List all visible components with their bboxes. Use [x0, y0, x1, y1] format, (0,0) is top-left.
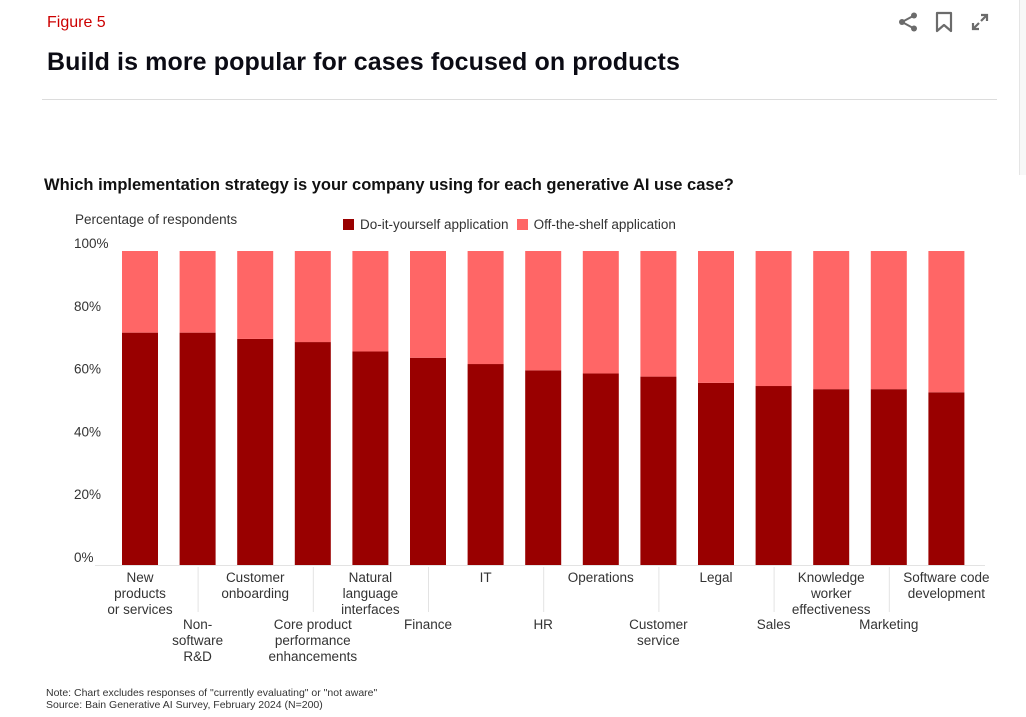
- legend-item-diy: Do-it-yourself application: [343, 217, 509, 232]
- x-category-label: Finance: [404, 617, 452, 632]
- x-category-label: Natural language interfaces: [341, 570, 400, 617]
- x-category-label: Legal: [699, 570, 732, 585]
- expand-icon: [971, 13, 989, 31]
- bar-segment-off-the-shelf: [755, 251, 792, 387]
- bar-segment-diy: [582, 373, 619, 565]
- x-category-label: Software code development: [903, 570, 989, 601]
- bar-segment-off-the-shelf: [179, 251, 216, 333]
- bar-segment-off-the-shelf: [410, 251, 446, 358]
- bar-segment-off-the-shelf: [467, 251, 504, 365]
- x-category-label: Knowledge worker effectiveness: [792, 570, 871, 617]
- x-category-label: Customer service: [629, 617, 688, 648]
- bar-segment-diy: [813, 389, 850, 565]
- bar-segment-diy: [928, 392, 965, 565]
- y-tick-label: 100%: [74, 236, 109, 251]
- bar-segment-diy: [237, 338, 274, 565]
- bar-segment-off-the-shelf: [352, 251, 389, 352]
- bar-segment-diy: [467, 364, 504, 565]
- x-category-label: IT: [480, 570, 492, 585]
- bar-segment-diy: [870, 389, 907, 565]
- y-axis-label: Percentage of respondents: [75, 212, 238, 227]
- bar-segment-off-the-shelf: [698, 251, 734, 383]
- bar-segment-diy: [525, 370, 562, 565]
- chart-note: Note: Chart excludes responses of "curre…: [46, 687, 378, 699]
- bar-segment-diy: [122, 332, 158, 565]
- x-category-label: HR: [533, 617, 553, 632]
- expand-button[interactable]: [968, 10, 992, 34]
- bookmark-icon: [935, 11, 953, 33]
- legend-label-off-the-shelf: Off-the-shelf application: [533, 217, 676, 232]
- bar-segment-diy: [755, 386, 792, 565]
- bar-segment-diy: [698, 382, 734, 565]
- bar-segment-off-the-shelf: [640, 251, 677, 377]
- x-category-label: Operations: [568, 570, 634, 585]
- x-category-label: Marketing: [859, 617, 918, 632]
- y-tick-label: 80%: [74, 299, 101, 314]
- y-tick-label: 20%: [74, 487, 101, 502]
- legend-swatch-off-the-shelf: [516, 219, 528, 230]
- chart-legend: Do-it-yourself application Off-the-shelf…: [343, 217, 684, 232]
- bar-segment-off-the-shelf: [870, 251, 907, 390]
- share-icon: [899, 12, 917, 32]
- y-tick-label: 40%: [74, 424, 101, 439]
- chart-source: Source: Bain Generative AI Survey, Febru…: [46, 699, 323, 711]
- bar-segment-off-the-shelf: [237, 251, 274, 339]
- stacked-bar-chart: 0% 20% 40% 60% 80% 100% New products or services…: [74, 236, 990, 664]
- y-tick-label: 60%: [74, 362, 101, 377]
- share-button[interactable]: [896, 10, 920, 34]
- figure-actions: [896, 10, 992, 34]
- bar-segment-off-the-shelf: [294, 251, 331, 343]
- bar-segment-diy: [410, 357, 446, 565]
- bar-segment-diy: [294, 342, 331, 565]
- x-category-label: Sales: [757, 617, 791, 632]
- y-tick-label: 0%: [74, 550, 94, 565]
- title-divider: [42, 99, 997, 100]
- bar-segment-diy: [179, 332, 216, 565]
- legend-label-diy: Do-it-yourself application: [360, 217, 509, 232]
- x-category-label: Core product performance enhancements: [269, 617, 358, 664]
- bar-segment-off-the-shelf: [582, 251, 619, 374]
- x-category-label: New products or services: [107, 570, 173, 617]
- x-category-label: Non-software R&D: [172, 617, 223, 664]
- bar-segment-off-the-shelf: [122, 251, 158, 333]
- bar-segment-off-the-shelf: [525, 251, 562, 371]
- chart-title: Which implementation strategy is your co…: [44, 176, 734, 194]
- figure-label: Figure 5: [47, 14, 106, 31]
- figure-title: Build is more popular for cases focused …: [47, 48, 680, 76]
- bar-segment-off-the-shelf: [813, 251, 850, 390]
- scrollbar[interactable]: [1019, 0, 1026, 175]
- bar-segment-diy: [640, 376, 677, 565]
- chart-footer: Note: Chart excludes responses of "curre…: [46, 687, 377, 711]
- bar-segment-diy: [352, 351, 389, 565]
- x-category-label: Customer onboarding: [221, 570, 289, 601]
- legend-swatch-diy: [343, 219, 354, 230]
- bookmark-button[interactable]: [932, 10, 956, 34]
- bar-segment-off-the-shelf: [928, 251, 965, 393]
- legend-item-off-the-shelf: Off-the-shelf application: [516, 217, 676, 232]
